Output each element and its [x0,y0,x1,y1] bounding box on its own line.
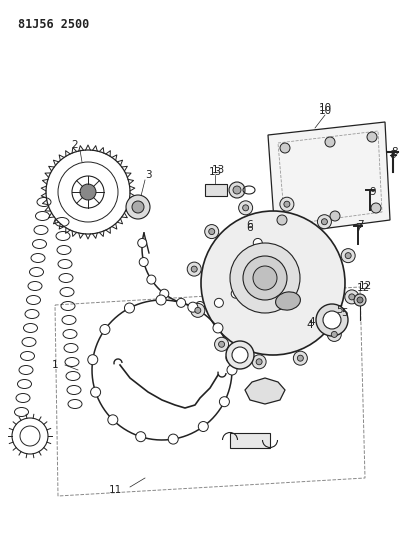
Circle shape [354,294,366,306]
Circle shape [345,253,351,259]
Circle shape [252,355,266,369]
Circle shape [139,257,148,266]
Text: 5: 5 [342,308,348,318]
Circle shape [91,387,101,397]
Circle shape [191,303,205,317]
Circle shape [108,415,118,425]
Circle shape [371,203,381,213]
Circle shape [220,397,229,407]
Text: 7: 7 [357,220,363,230]
Circle shape [327,327,341,342]
Circle shape [280,143,290,153]
Text: 1: 1 [52,360,59,370]
Circle shape [252,257,261,266]
Circle shape [88,354,98,365]
Text: 81J56 2500: 81J56 2500 [18,18,89,31]
Text: 4: 4 [307,320,313,330]
Text: 6: 6 [247,223,253,233]
Circle shape [277,215,287,225]
Circle shape [367,132,377,142]
Polygon shape [245,378,285,404]
Circle shape [156,295,166,305]
Circle shape [168,434,178,444]
Circle shape [230,243,300,313]
Circle shape [226,353,236,363]
Ellipse shape [276,292,300,310]
Text: 10: 10 [318,106,332,116]
Polygon shape [268,122,390,235]
Circle shape [243,256,287,300]
Circle shape [232,347,248,363]
Circle shape [256,359,262,365]
Circle shape [188,302,198,312]
Circle shape [132,201,144,213]
Circle shape [253,266,277,290]
Text: 7: 7 [355,223,361,233]
Circle shape [243,205,248,211]
Text: 2: 2 [72,140,78,150]
Circle shape [229,182,245,198]
Circle shape [201,211,345,355]
Bar [230,433,270,448]
Circle shape [100,325,110,335]
Text: 10: 10 [318,103,332,113]
Circle shape [321,219,328,225]
Text: 5: 5 [337,305,343,315]
Text: 11: 11 [108,485,122,495]
Circle shape [191,266,197,272]
Circle shape [177,298,186,308]
Circle shape [280,197,294,211]
Circle shape [126,195,150,219]
Circle shape [198,422,208,432]
Circle shape [138,238,147,247]
Circle shape [233,186,241,194]
Circle shape [345,290,359,304]
Circle shape [124,303,134,313]
Circle shape [231,289,240,298]
Text: 13: 13 [208,167,222,177]
Circle shape [209,229,215,235]
Circle shape [357,297,363,303]
Circle shape [205,224,219,239]
Text: 6: 6 [247,220,253,230]
Circle shape [147,275,156,284]
Circle shape [187,262,201,276]
Circle shape [331,332,337,337]
Circle shape [136,432,146,442]
Text: 8: 8 [392,147,398,157]
Circle shape [317,215,331,229]
Circle shape [226,341,254,369]
Circle shape [213,323,223,333]
Circle shape [195,308,201,313]
Circle shape [214,298,223,308]
Circle shape [219,341,225,348]
Circle shape [196,302,204,311]
Circle shape [80,184,96,200]
Circle shape [160,289,169,298]
Circle shape [349,294,355,300]
Circle shape [325,137,335,147]
Text: 3: 3 [145,170,151,180]
Text: 8: 8 [390,150,396,160]
Circle shape [253,238,262,247]
Bar [205,184,227,196]
Circle shape [297,355,303,361]
Text: 4: 4 [309,317,315,327]
Circle shape [316,304,348,336]
Circle shape [239,201,253,215]
Circle shape [293,351,307,365]
Circle shape [244,275,253,284]
Circle shape [323,311,341,329]
Circle shape [330,211,340,221]
Circle shape [227,365,237,375]
Circle shape [284,201,290,207]
Text: 12: 12 [356,283,370,293]
Circle shape [215,337,229,351]
Circle shape [341,248,355,263]
Text: 9: 9 [370,187,376,197]
Text: 13: 13 [211,165,225,175]
Text: 12: 12 [358,281,372,291]
